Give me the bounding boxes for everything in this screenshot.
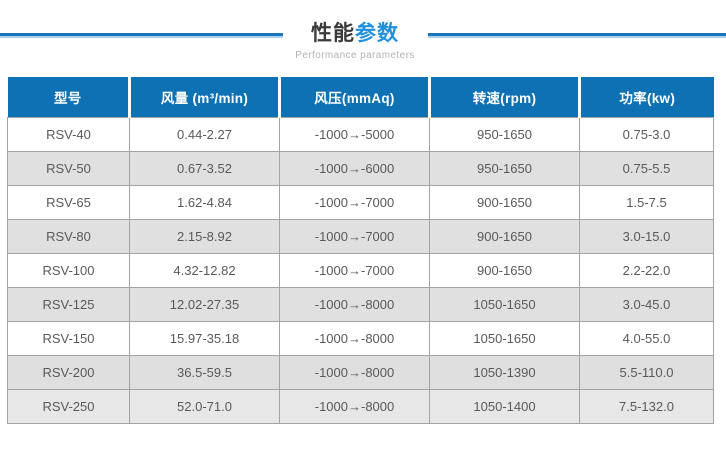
table-row: RSV-40 0.44-2.27 -1000→-5000 950-1650 0.75-3…: [7, 116, 714, 152]
column-header-model: 型号: [7, 77, 130, 117]
page-title-accent: 参数: [355, 22, 399, 45]
table-row: RSV-65 1.62-4.84 -1000→-7000 900-1650 1.5-7.…: [7, 184, 714, 220]
value-cell: 15.97-35.18: [129, 320, 280, 356]
model-cell: RSV-50: [7, 150, 130, 186]
table-row: RSV-250 52.0-71.0 -1000→-8000 1050-1400 7.5-…: [7, 388, 714, 424]
value-cell: 5.5-110.0: [579, 354, 714, 390]
value-cell: 1050-1400: [429, 388, 580, 424]
model-cell: RSV-80: [7, 218, 130, 254]
column-header-power: 功率(kw): [578, 77, 714, 117]
value-cell: 0.75-3.0: [579, 116, 714, 152]
column-header-air-volume: 风量 (m³/min): [128, 77, 280, 117]
model-cell: RSV-125: [7, 286, 130, 322]
value-cell: -1000→-8000: [279, 286, 430, 322]
model-cell: RSV-100: [7, 252, 130, 288]
value-cell: -1000→-8000: [279, 388, 430, 424]
value-cell: -1000→-7000: [279, 184, 430, 220]
table-row: RSV-125 12.02-27.35 -1000→-8000 1050-1650 3.…: [7, 286, 714, 322]
value-cell: 1050-1650: [429, 320, 580, 356]
value-cell: 950-1650: [429, 116, 580, 152]
value-cell: 1.62-4.84: [129, 184, 280, 220]
page-title-dark: 性能: [311, 22, 355, 45]
value-cell: 52.0-71.0: [129, 388, 280, 424]
model-cell: RSV-40: [7, 116, 130, 152]
value-cell: 12.02-27.35: [129, 286, 280, 322]
value-cell: 1.5-7.5: [579, 184, 714, 220]
column-header-air-pressure: 风压(mmAq): [278, 77, 430, 117]
value-cell: 2.2-22.0: [579, 252, 714, 288]
value-cell: 0.75-5.5: [579, 150, 714, 186]
section-header: 性能参数 Performance parameters: [0, 0, 726, 77]
value-cell: 7.5-132.0: [579, 388, 714, 424]
value-cell: 900-1650: [429, 218, 580, 254]
value-cell: 900-1650: [429, 184, 580, 220]
value-cell: -1000→-7000: [279, 252, 430, 288]
column-header-speed: 转速(rpm): [428, 77, 580, 117]
value-cell: 2.15-8.92: [129, 218, 280, 254]
value-cell: 950-1650: [429, 150, 580, 186]
page-title: 性能参数: [0, 22, 710, 46]
value-cell: 0.67-3.52: [129, 150, 280, 186]
value-cell: -1000→-7000: [279, 218, 430, 254]
table-header-row: 型号 风量 (m³/min) 风压(mmAq) 转速(rpm) 功率(kw): [7, 77, 714, 117]
table-row: RSV-200 36.5-59.5 -1000→-8000 1050-1390 5.5-…: [7, 354, 714, 390]
title-block: 性能参数 Performance parameters: [0, 22, 710, 61]
table-row: RSV-80 2.15-8.92 -1000→-7000 900-1650 3.0-15…: [7, 218, 714, 254]
table-body: RSV-40 0.44-2.27 -1000→-5000 950-1650 0.75-3…: [7, 116, 714, 424]
value-cell: 36.5-59.5: [129, 354, 280, 390]
decorative-line-right: [428, 33, 726, 38]
value-cell: -1000→-5000: [279, 116, 430, 152]
value-cell: 3.0-45.0: [579, 286, 714, 322]
value-cell: 0.44-2.27: [129, 116, 280, 152]
value-cell: 900-1650: [429, 252, 580, 288]
model-cell: RSV-65: [7, 184, 130, 220]
table-row: RSV-150 15.97-35.18 -1000→-8000 1050-1650 4.…: [7, 320, 714, 356]
page-subtitle: Performance parameters: [295, 50, 415, 61]
table-header: 型号 风量 (m³/min) 风压(mmAq) 转速(rpm) 功率(kw): [7, 77, 714, 117]
value-cell: -1000→-8000: [279, 320, 430, 356]
model-cell: RSV-250: [7, 388, 130, 424]
value-cell: -1000→-8000: [279, 354, 430, 390]
table-row: RSV-100 4.32-12.82 -1000→-7000 900-1650 2.2-…: [7, 252, 714, 288]
model-cell: RSV-150: [7, 320, 130, 356]
value-cell: 1050-1650: [429, 286, 580, 322]
table-row: RSV-50 0.67-3.52 -1000→-6000 950-1650 0.75-5…: [7, 150, 714, 186]
decorative-line-left: [0, 33, 283, 38]
model-cell: RSV-200: [7, 354, 130, 390]
value-cell: -1000→-6000: [279, 150, 430, 186]
value-cell: 4.32-12.82: [129, 252, 280, 288]
value-cell: 4.0-55.0: [579, 320, 714, 356]
value-cell: 3.0-15.0: [579, 218, 714, 254]
value-cell: 1050-1390: [429, 354, 580, 390]
performance-table: 型号 风量 (m³/min) 风压(mmAq) 转速(rpm) 功率(kw) R…: [7, 77, 714, 424]
